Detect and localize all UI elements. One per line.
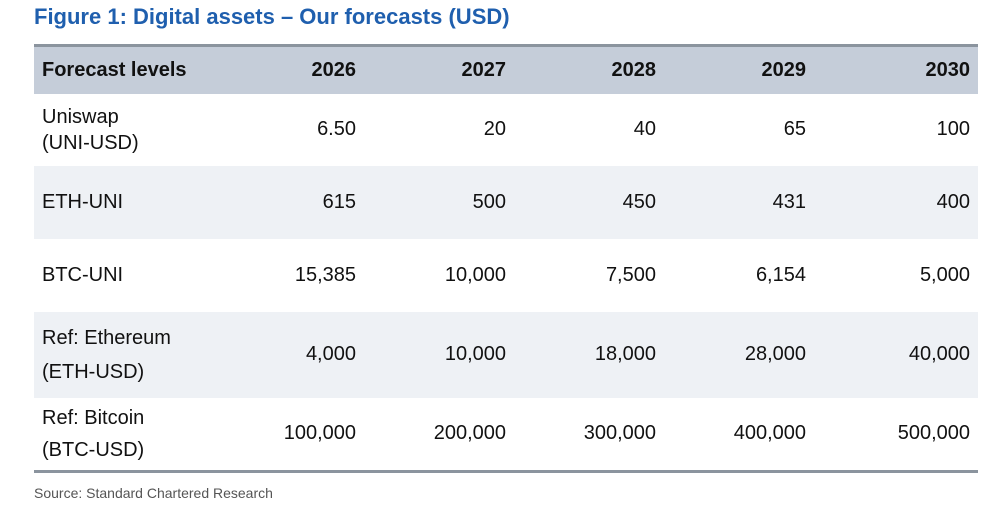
figure-title: Figure 1: Digital assets – Our forecasts…	[34, 4, 510, 29]
cell-2028: 18,000	[594, 343, 656, 365]
cell-2027: 20	[483, 118, 506, 140]
header-2028: 2028	[611, 58, 657, 81]
cell-2030: 500,000	[897, 422, 970, 445]
table-row-btc-uni: BTC-UNI 15,385 10,000 7,500 6,154 5,000	[34, 238, 978, 312]
cell-2028: 7,500	[605, 263, 656, 286]
cell-2028: 40	[633, 118, 656, 140]
cell-2029: 28,000	[744, 343, 806, 365]
cell-2027: 10,000	[444, 263, 506, 286]
table-row-bitcoin: Ref: Bitcoin (BTC-USD) 100,000 200,000 3…	[34, 397, 978, 472]
row-label: ETH-UNI	[34, 166, 244, 239]
cell-2030: 100	[936, 118, 970, 140]
row-label-line: (BTC-USD)	[42, 438, 145, 461]
table-header-row: Forecast levels 2026 2027 2028 2029 2030	[34, 45, 978, 94]
row-label: Ref: Bitcoin (BTC-USD)	[34, 398, 244, 472]
cell-2029: 6,154	[755, 263, 806, 286]
cell-2029: 400,000	[733, 422, 806, 445]
cell-2028: 450	[622, 190, 656, 213]
row-label-line: Uniswap	[42, 105, 119, 128]
row-label-line: BTC-UNI	[42, 264, 124, 286]
row-label-line: (UNI-USD)	[42, 131, 139, 154]
source-note: Source: Standard Chartered Research	[34, 485, 273, 501]
table-row-eth-uni: ETH-UNI 615 500 450 431 400	[34, 165, 978, 239]
cell-2030: 400	[936, 190, 970, 213]
cell-2029: 65	[783, 118, 806, 140]
cell-2028: 300,000	[583, 422, 656, 445]
header-forecast-levels: Forecast levels	[42, 58, 187, 81]
cell-2026: 15,385	[294, 263, 356, 286]
row-label: BTC-UNI	[34, 239, 244, 312]
header-2027: 2027	[461, 58, 507, 81]
header-2026: 2026	[311, 58, 357, 81]
row-label-line: (ETH-USD)	[42, 360, 145, 383]
header-2029: 2029	[761, 58, 807, 81]
table-row-uniswap: Uniswap (UNI-USD) 6.50 20 40 65 100	[34, 93, 978, 166]
cell-2026: 6.50	[317, 118, 356, 140]
cell-2030: 5,000	[919, 263, 970, 286]
cell-2027: 10,000	[444, 343, 506, 365]
header-2030: 2030	[925, 58, 971, 81]
cell-2027: 200,000	[433, 422, 506, 445]
row-label-line: Ref: Ethereum	[42, 326, 171, 349]
row-label: Uniswap (UNI-USD)	[34, 94, 244, 166]
table-row-ethereum: Ref: Ethereum (ETH-USD) 4,000 10,000 18,…	[34, 311, 978, 398]
cell-2026: 615	[322, 190, 356, 213]
cell-2029: 431	[772, 190, 806, 213]
cell-2030: 40,000	[908, 343, 970, 365]
forecast-table: Forecast levels 2026 2027 2028 2029 2030…	[34, 44, 978, 473]
row-label-line: Ref: Bitcoin	[42, 406, 145, 429]
cell-2027: 500	[472, 190, 506, 213]
cell-2026: 4,000	[305, 343, 356, 365]
cell-2026: 100,000	[283, 422, 356, 445]
row-label: Ref: Ethereum (ETH-USD)	[34, 312, 244, 398]
row-label-line: ETH-UNI	[42, 191, 124, 213]
